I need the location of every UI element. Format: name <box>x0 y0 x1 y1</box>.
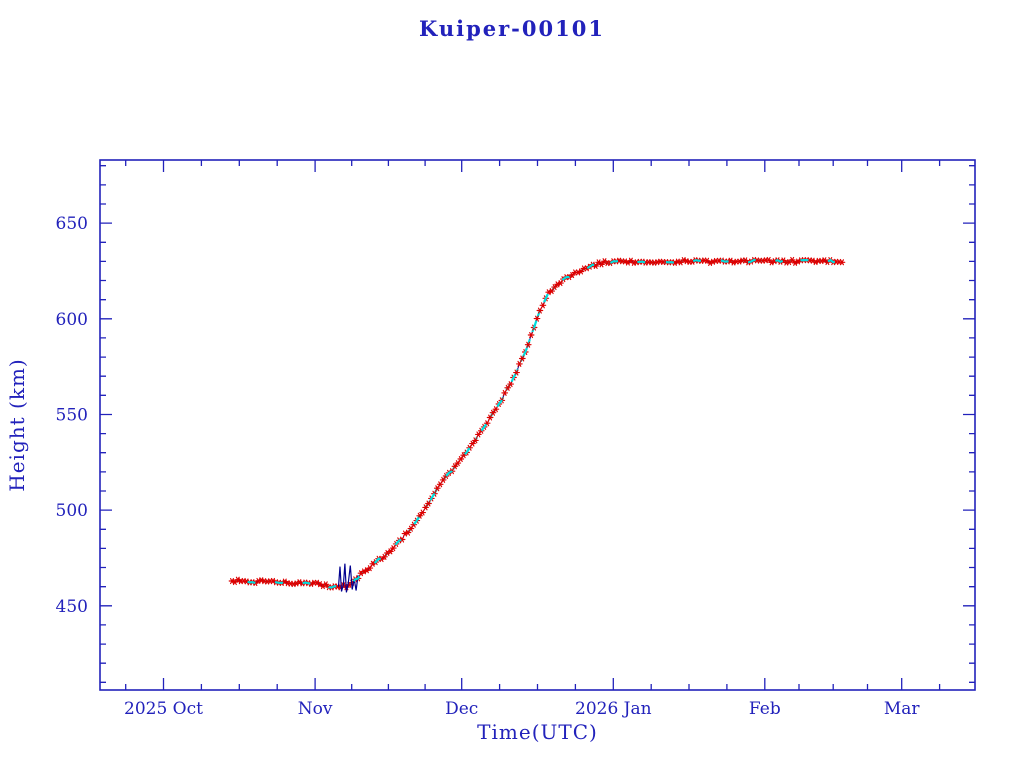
svg-text:Feb: Feb <box>749 699 781 719</box>
svg-text:Nov: Nov <box>298 699 333 719</box>
svg-text:2026 Jan: 2026 Jan <box>575 699 652 719</box>
x-tick-labels: 2025 Oct Nov Dec 2026 Jan Feb Mar <box>124 699 920 719</box>
svg-text:500: 500 <box>56 501 88 521</box>
svg-text:600: 600 <box>56 310 88 330</box>
marker-series <box>228 256 846 591</box>
x-axis-label: Time(UTC) <box>477 720 598 744</box>
y-tick-labels: 450 500 550 600 650 <box>56 214 88 617</box>
data-line <box>231 259 843 589</box>
svg-text:Mar: Mar <box>884 699 921 719</box>
svg-text:2025 Oct: 2025 Oct <box>124 699 203 719</box>
chart-title: Kuiper-00101 <box>419 16 605 41</box>
dash-line-over <box>231 258 843 589</box>
svg-text:Dec: Dec <box>445 699 478 719</box>
svg-text:650: 650 <box>56 214 88 234</box>
svg-text:550: 550 <box>56 406 88 426</box>
dash-line-under <box>231 258 843 589</box>
svg-text:450: 450 <box>56 597 88 617</box>
tick-marks <box>100 160 975 690</box>
axes-box <box>99 159 976 691</box>
